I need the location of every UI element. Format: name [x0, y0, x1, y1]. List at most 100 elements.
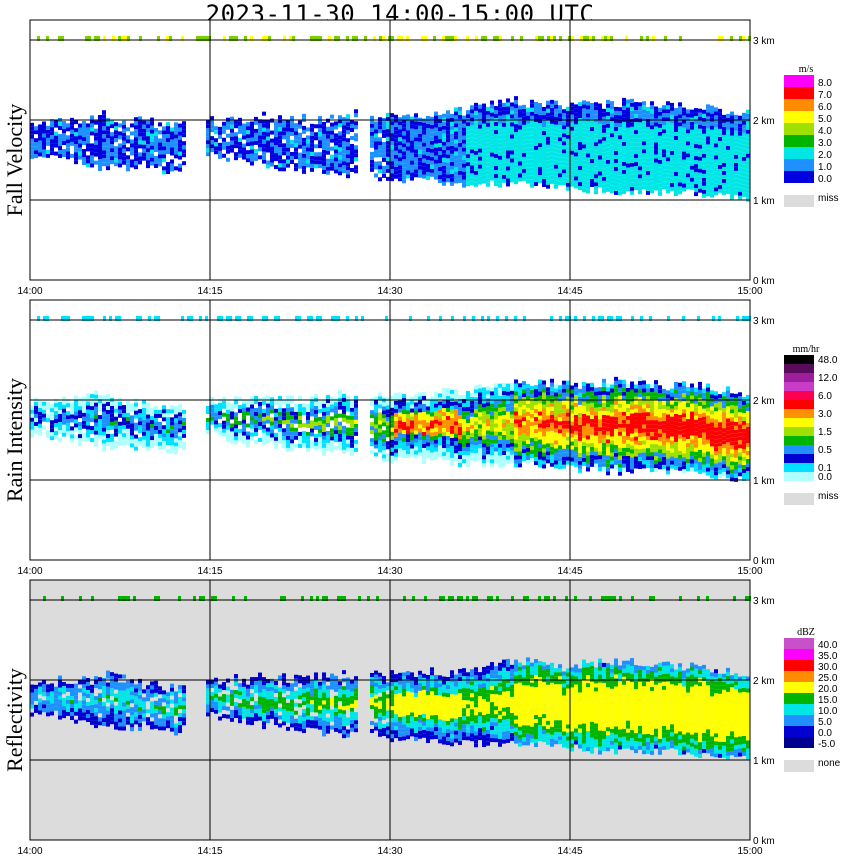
echo-cell — [550, 402, 554, 407]
echo-cell — [582, 120, 586, 125]
echo-cell — [702, 141, 706, 146]
echo-cell — [222, 404, 226, 409]
echo-cell — [406, 402, 410, 407]
echo-cell — [606, 115, 610, 120]
echo-cell — [378, 428, 382, 433]
echo-cell — [566, 170, 570, 175]
echo-cell — [634, 170, 638, 175]
echo-cell — [574, 144, 578, 149]
echo-cell — [370, 139, 374, 144]
echo-cell — [446, 154, 450, 159]
echo-cell — [474, 162, 478, 167]
echo-cell — [78, 406, 82, 411]
echo-cell — [50, 432, 54, 437]
echo-cell — [582, 429, 586, 434]
echo-cell — [54, 415, 58, 420]
echo-cell — [250, 137, 254, 142]
echo-cell — [494, 134, 498, 139]
echo-cell — [278, 411, 282, 416]
echo-cell — [546, 391, 550, 396]
echo-cell — [350, 431, 354, 436]
echo-cell — [282, 163, 286, 168]
echo-cell — [550, 171, 554, 176]
echo-cell — [458, 447, 462, 452]
echo-cell — [562, 181, 566, 186]
echo-cell — [210, 412, 214, 417]
echo-cell — [394, 170, 398, 175]
echo-cell — [630, 469, 634, 474]
echo-cell — [618, 151, 622, 156]
echo-cell — [438, 393, 442, 398]
echo-cell — [562, 412, 566, 417]
echo-cell — [322, 121, 326, 126]
echo-cell — [702, 177, 706, 182]
echo-cell — [82, 161, 86, 166]
echo-cell — [590, 458, 594, 463]
echo-cell — [514, 411, 518, 416]
speckle-cell — [205, 36, 208, 41]
echo-cell — [410, 136, 414, 141]
echo-cell — [618, 127, 622, 132]
echo-cell — [458, 146, 462, 151]
echo-cell — [130, 439, 134, 444]
echo-cell — [378, 416, 382, 421]
echo-cell — [150, 153, 154, 158]
echo-cell — [50, 428, 54, 433]
echo-cell — [662, 125, 666, 130]
echo-cell — [306, 135, 310, 140]
echo-cell — [718, 144, 722, 149]
echo-cell — [454, 179, 458, 184]
echo-cell — [334, 169, 338, 174]
echo-cell — [662, 153, 666, 158]
echo-cell — [554, 128, 558, 133]
echo-cell — [470, 173, 474, 178]
echo-cell — [338, 425, 342, 430]
echo-cell — [98, 142, 102, 147]
echo-cell — [570, 437, 574, 442]
echo-cell — [594, 166, 598, 171]
echo-cell — [54, 399, 58, 404]
echo-cell — [646, 186, 650, 191]
echo-cell — [670, 166, 674, 171]
echo-cell — [542, 171, 546, 176]
echo-cell — [458, 122, 462, 127]
echo-cell — [146, 410, 150, 415]
echo-cell — [702, 165, 706, 170]
echo-cell — [46, 406, 50, 411]
echo-cell — [78, 147, 82, 152]
echo-cell — [174, 122, 178, 127]
echo-cell — [422, 146, 426, 151]
echo-cell — [526, 135, 530, 140]
echo-cell — [102, 411, 106, 416]
echo-cell — [478, 128, 482, 133]
echo-cell — [426, 446, 430, 451]
echo-cell — [606, 171, 610, 176]
echo-cell — [702, 109, 706, 114]
echo-cell — [566, 134, 570, 139]
echo-cell — [330, 416, 334, 421]
echo-cell — [422, 459, 426, 464]
clutter-speckle — [37, 36, 751, 41]
echo-cell — [58, 134, 62, 139]
echo-cell — [722, 130, 726, 135]
echo-cell — [622, 395, 626, 400]
echo-cell — [66, 155, 70, 160]
echo-cell — [522, 397, 526, 402]
echo-cell — [94, 434, 98, 439]
echo-cell — [518, 447, 522, 452]
echo-cell — [706, 176, 710, 181]
echo-cell — [258, 413, 262, 418]
echo-cell — [78, 402, 82, 407]
echo-cell — [570, 405, 574, 410]
echo-cell — [394, 436, 398, 441]
echo-cell — [342, 409, 346, 414]
echo-cell — [454, 445, 458, 450]
echo-cell — [102, 447, 106, 452]
echo-cell — [230, 140, 234, 145]
echo-cell — [690, 185, 694, 190]
speckle-cell — [604, 36, 607, 41]
echo-cell — [478, 424, 482, 429]
echo-cell — [550, 135, 554, 140]
echo-cell — [714, 131, 718, 136]
echo-cell — [714, 167, 718, 172]
